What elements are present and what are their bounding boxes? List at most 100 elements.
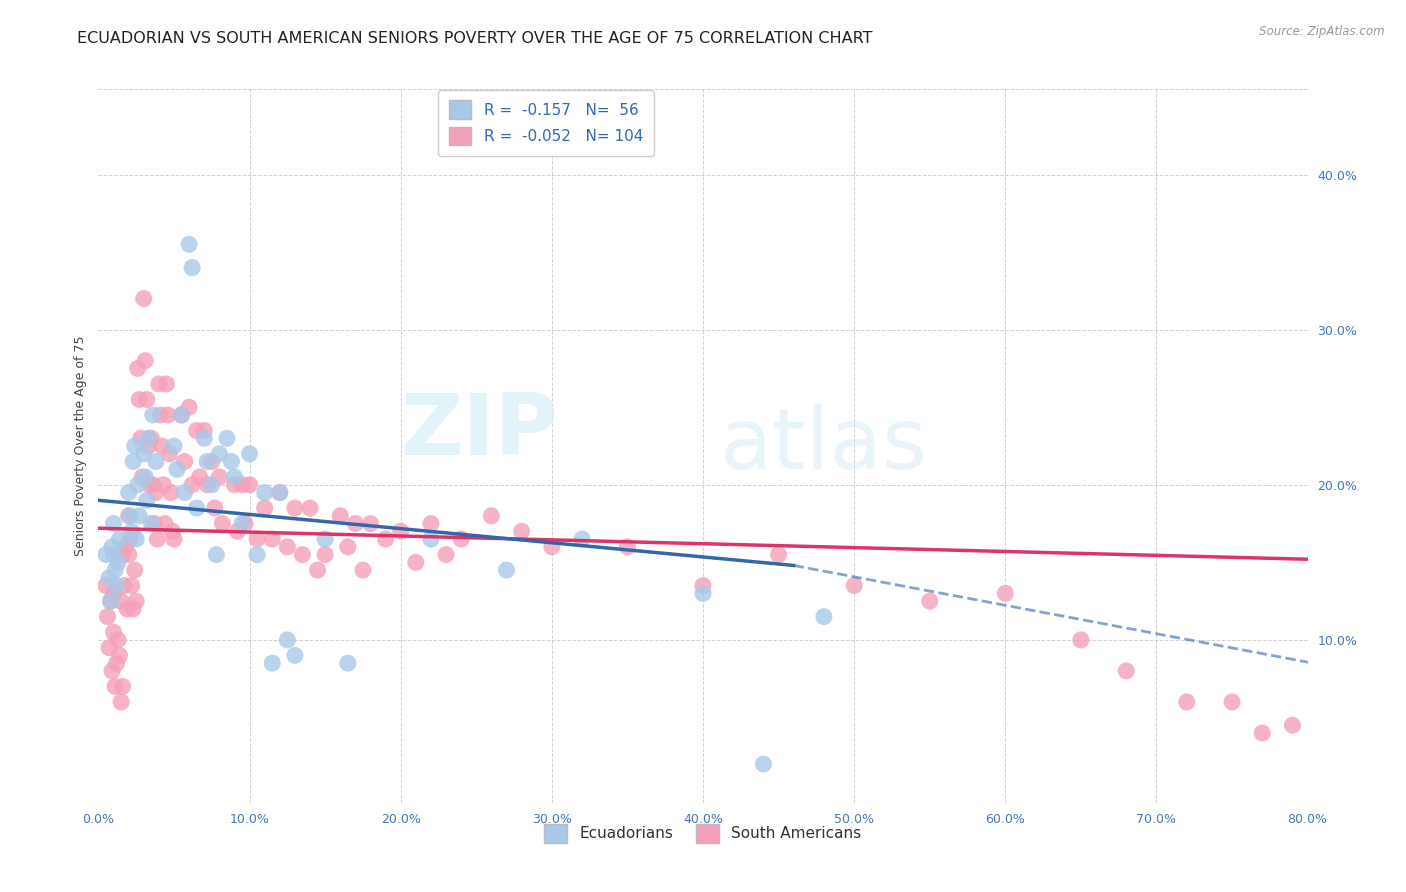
Point bbox=[152, 477, 174, 491]
Point bbox=[170, 408, 193, 422]
Point bbox=[101, 540, 124, 554]
Point bbox=[291, 548, 314, 562]
Point bbox=[195, 477, 218, 491]
Point bbox=[105, 579, 128, 593]
Point bbox=[434, 548, 457, 562]
Point bbox=[215, 431, 238, 445]
Point bbox=[231, 516, 253, 531]
Point bbox=[768, 548, 790, 562]
Point bbox=[276, 540, 298, 554]
Point bbox=[179, 401, 201, 415]
Point bbox=[141, 516, 163, 531]
Point bbox=[135, 493, 157, 508]
Point bbox=[205, 548, 228, 562]
Point bbox=[150, 439, 173, 453]
Point bbox=[124, 563, 146, 577]
Point bbox=[193, 431, 215, 445]
Point bbox=[98, 571, 121, 585]
Point bbox=[284, 501, 307, 516]
Point bbox=[179, 237, 201, 252]
Point bbox=[155, 376, 177, 391]
Point bbox=[360, 516, 382, 531]
Point bbox=[269, 485, 291, 500]
Text: atlas: atlas bbox=[720, 404, 928, 488]
Point bbox=[752, 757, 775, 772]
Legend: Ecuadorians, South Americans: Ecuadorians, South Americans bbox=[538, 818, 868, 848]
Point bbox=[153, 516, 176, 531]
Point bbox=[108, 648, 131, 663]
Point bbox=[571, 532, 593, 546]
Point bbox=[284, 648, 307, 663]
Point bbox=[131, 470, 153, 484]
Point bbox=[125, 594, 148, 608]
Point bbox=[159, 447, 181, 461]
Point bbox=[163, 439, 186, 453]
Point bbox=[136, 439, 159, 453]
Point bbox=[162, 524, 184, 539]
Point bbox=[307, 563, 329, 577]
Point bbox=[100, 594, 122, 608]
Point bbox=[145, 454, 167, 468]
Point bbox=[166, 462, 188, 476]
Point bbox=[188, 470, 211, 484]
Y-axis label: Seniors Poverty Over the Age of 75: Seniors Poverty Over the Age of 75 bbox=[75, 335, 87, 557]
Point bbox=[103, 586, 125, 600]
Point bbox=[246, 548, 269, 562]
Point bbox=[101, 664, 124, 678]
Point bbox=[233, 516, 256, 531]
Point bbox=[208, 470, 231, 484]
Point bbox=[128, 508, 150, 523]
Point bbox=[336, 540, 359, 554]
Point bbox=[239, 447, 262, 461]
Point bbox=[224, 477, 246, 491]
Point bbox=[103, 548, 125, 562]
Point bbox=[344, 516, 367, 531]
Point bbox=[103, 516, 125, 531]
Point bbox=[111, 548, 134, 562]
Point bbox=[107, 555, 129, 569]
Point bbox=[510, 524, 533, 539]
Point bbox=[111, 680, 134, 694]
Point bbox=[98, 640, 121, 655]
Point bbox=[540, 540, 562, 554]
Point bbox=[118, 485, 141, 500]
Point bbox=[120, 508, 142, 523]
Point bbox=[94, 548, 117, 562]
Point bbox=[692, 579, 714, 593]
Point bbox=[94, 579, 117, 593]
Point bbox=[314, 548, 336, 562]
Point bbox=[186, 424, 208, 438]
Point bbox=[181, 477, 204, 491]
Point bbox=[115, 602, 138, 616]
Point bbox=[129, 431, 152, 445]
Point bbox=[262, 532, 284, 546]
Point bbox=[1251, 726, 1274, 740]
Point bbox=[352, 563, 374, 577]
Point bbox=[692, 586, 714, 600]
Point bbox=[224, 470, 246, 484]
Point bbox=[336, 656, 359, 670]
Point bbox=[135, 392, 157, 407]
Point bbox=[132, 447, 155, 461]
Point bbox=[108, 532, 131, 546]
Point bbox=[124, 439, 146, 453]
Point bbox=[122, 602, 145, 616]
Point bbox=[181, 260, 204, 275]
Point bbox=[134, 353, 156, 368]
Point bbox=[110, 594, 132, 608]
Point bbox=[120, 532, 142, 546]
Point bbox=[276, 632, 298, 647]
Point bbox=[201, 477, 224, 491]
Point bbox=[208, 447, 231, 461]
Point bbox=[170, 408, 193, 422]
Point bbox=[226, 524, 249, 539]
Point bbox=[420, 516, 443, 531]
Point bbox=[186, 501, 208, 516]
Point bbox=[193, 424, 215, 438]
Point bbox=[160, 485, 183, 500]
Point bbox=[103, 625, 125, 640]
Point bbox=[96, 609, 118, 624]
Point bbox=[146, 532, 169, 546]
Point bbox=[163, 532, 186, 546]
Point bbox=[127, 477, 149, 491]
